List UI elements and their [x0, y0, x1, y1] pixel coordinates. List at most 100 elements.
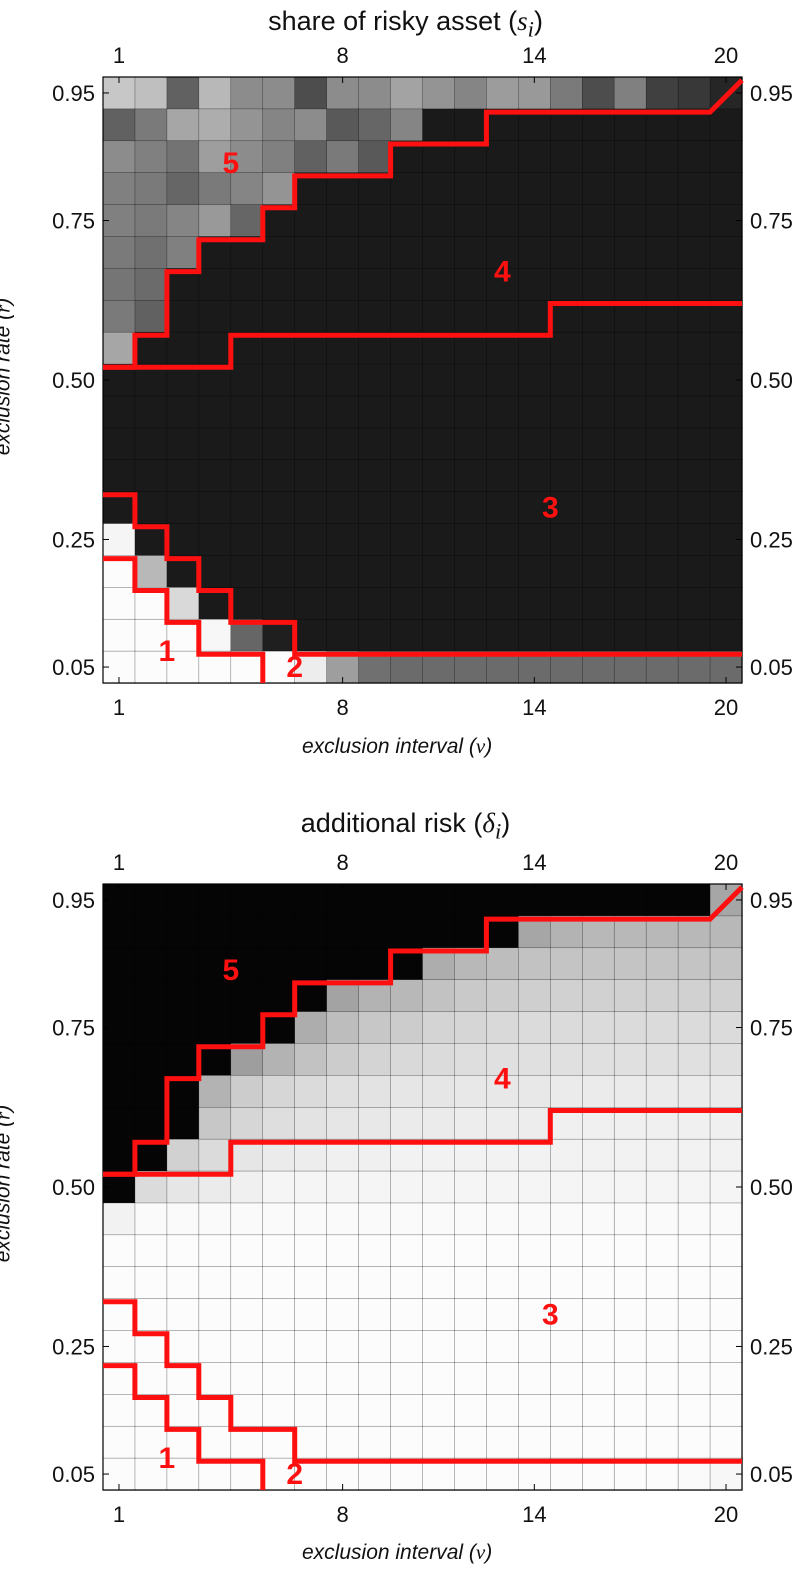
heatmap-cell: [102, 947, 136, 981]
heatmap-cell: [422, 1266, 456, 1300]
heatmap-cell: [422, 915, 456, 949]
heatmap-cell: [518, 587, 551, 620]
heatmap-cell: [422, 1043, 456, 1077]
heatmap-cell: [326, 523, 360, 557]
heatmap-cell: [613, 427, 647, 461]
heatmap-cell: [422, 427, 456, 461]
heatmap-cell: [582, 363, 615, 397]
heatmap-cell: [198, 76, 232, 110]
heatmap-cell: [582, 1138, 615, 1172]
heatmap-cell: [198, 459, 232, 493]
x-axis-label-text: exclusion interval: [302, 735, 464, 758]
heatmap-cell: [454, 427, 488, 461]
heatmap-cell: [454, 1202, 488, 1236]
x-axis-label-symbol: v: [475, 1540, 486, 1564]
heatmap-cell: [134, 1362, 168, 1395]
heatmap-cell: [486, 587, 519, 620]
heatmap-cell: [677, 618, 711, 652]
heatmap-cell: [486, 555, 519, 588]
region-label-3: 3: [542, 492, 559, 525]
heatmap-cell: [677, 1362, 711, 1395]
heatmap-cell: [677, 883, 711, 917]
heatmap-cell: [166, 1202, 200, 1236]
heatmap-cell: [486, 1043, 519, 1077]
x-tick-label: 8: [337, 695, 349, 720]
heatmap-cell: [486, 491, 519, 525]
heatmap-cell: [326, 1234, 360, 1268]
heatmap-cell: [645, 268, 679, 301]
heatmap-cell: [613, 204, 647, 238]
title-symbol: s: [517, 6, 528, 36]
heatmap-cell: [645, 1138, 679, 1172]
x-tick-label-top: 14: [522, 43, 546, 68]
heatmap-cell: [645, 1298, 679, 1332]
heatmap-cell: [518, 1075, 551, 1108]
heatmap-cell: [294, 555, 328, 588]
heatmap-cell: [326, 947, 360, 981]
region-boundary-2-3: [103, 492, 742, 657]
heatmap-cell: [550, 1394, 583, 1427]
heatmap-cell: [518, 459, 551, 493]
region-label-5: 5: [222, 147, 239, 180]
heatmap-cell: [550, 1425, 583, 1459]
heatmap-cell: [166, 979, 200, 1013]
heatmap-cell: [613, 555, 647, 588]
heatmap-cell: [134, 947, 168, 981]
heatmap-cell: [582, 268, 615, 301]
heatmap-cell: [390, 459, 424, 493]
y-tick-label-right: 0.05: [750, 655, 793, 680]
heatmap-cell: [102, 268, 136, 301]
heatmap-cell: [422, 236, 456, 270]
heatmap-cell: [326, 300, 360, 333]
heatmap-cell: [294, 883, 328, 917]
heatmap-cell: [294, 1075, 328, 1108]
title-text: share of risky asset: [268, 6, 501, 36]
heatmap-cell: [645, 555, 679, 588]
heatmap-cell: [422, 883, 456, 917]
y-tick-label: 0.05: [52, 1462, 95, 1487]
heatmap-cell: [422, 76, 456, 110]
heatmap-cell: [486, 1011, 519, 1045]
heatmap-cell: [230, 268, 264, 301]
heatmap-cell: [134, 76, 168, 110]
heatmap-cell: [134, 883, 168, 917]
heatmap-cell: [326, 459, 360, 493]
y-tick-label: 0.50: [52, 368, 95, 393]
heatmap-cell: [198, 427, 232, 461]
heatmap-cell: [358, 140, 392, 174]
heatmap-cell: [486, 883, 519, 917]
heatmap-cell: [102, 915, 136, 949]
heatmap-cell: [262, 883, 296, 917]
heatmap-cell: [582, 1202, 615, 1236]
heatmap-cell: [294, 459, 328, 493]
heatmap-cell: [422, 363, 456, 397]
heatmap-cell: [390, 363, 424, 397]
heatmap-cell: [326, 1202, 360, 1236]
heatmap-cell: [102, 172, 136, 206]
heatmap-cell: [262, 459, 296, 493]
heatmap-cell: [518, 555, 551, 588]
heatmap-cell: [262, 523, 296, 557]
heatmap-cell: [422, 1362, 456, 1395]
heatmap-cell: [613, 1075, 647, 1108]
heatmap-cell: [486, 76, 519, 110]
heatmap-cell: [486, 204, 519, 238]
heatmap-cell: [582, 1075, 615, 1108]
heatmap-cell: [198, 915, 232, 949]
heatmap-cell: [134, 555, 168, 588]
y-tick-label-right: 0.05: [750, 1462, 793, 1487]
heatmap-cell: [262, 1362, 296, 1395]
heatmap-cell: [677, 76, 711, 110]
heatmap-cell: [390, 268, 424, 301]
heatmap-cell: [645, 331, 679, 365]
heatmap-cell: [454, 1298, 488, 1332]
heatmap-cell: [326, 1011, 360, 1045]
y-tick-label-right: 0.25: [750, 527, 793, 552]
heatmap-cell: [645, 1202, 679, 1236]
heatmap-cell: [198, 618, 232, 652]
heatmap-cell: [262, 979, 296, 1013]
heatmap-cell: [390, 172, 424, 206]
heatmap-cell: [134, 300, 168, 333]
heatmap-cell: [294, 76, 328, 110]
heatmap-cell: [550, 1298, 583, 1332]
